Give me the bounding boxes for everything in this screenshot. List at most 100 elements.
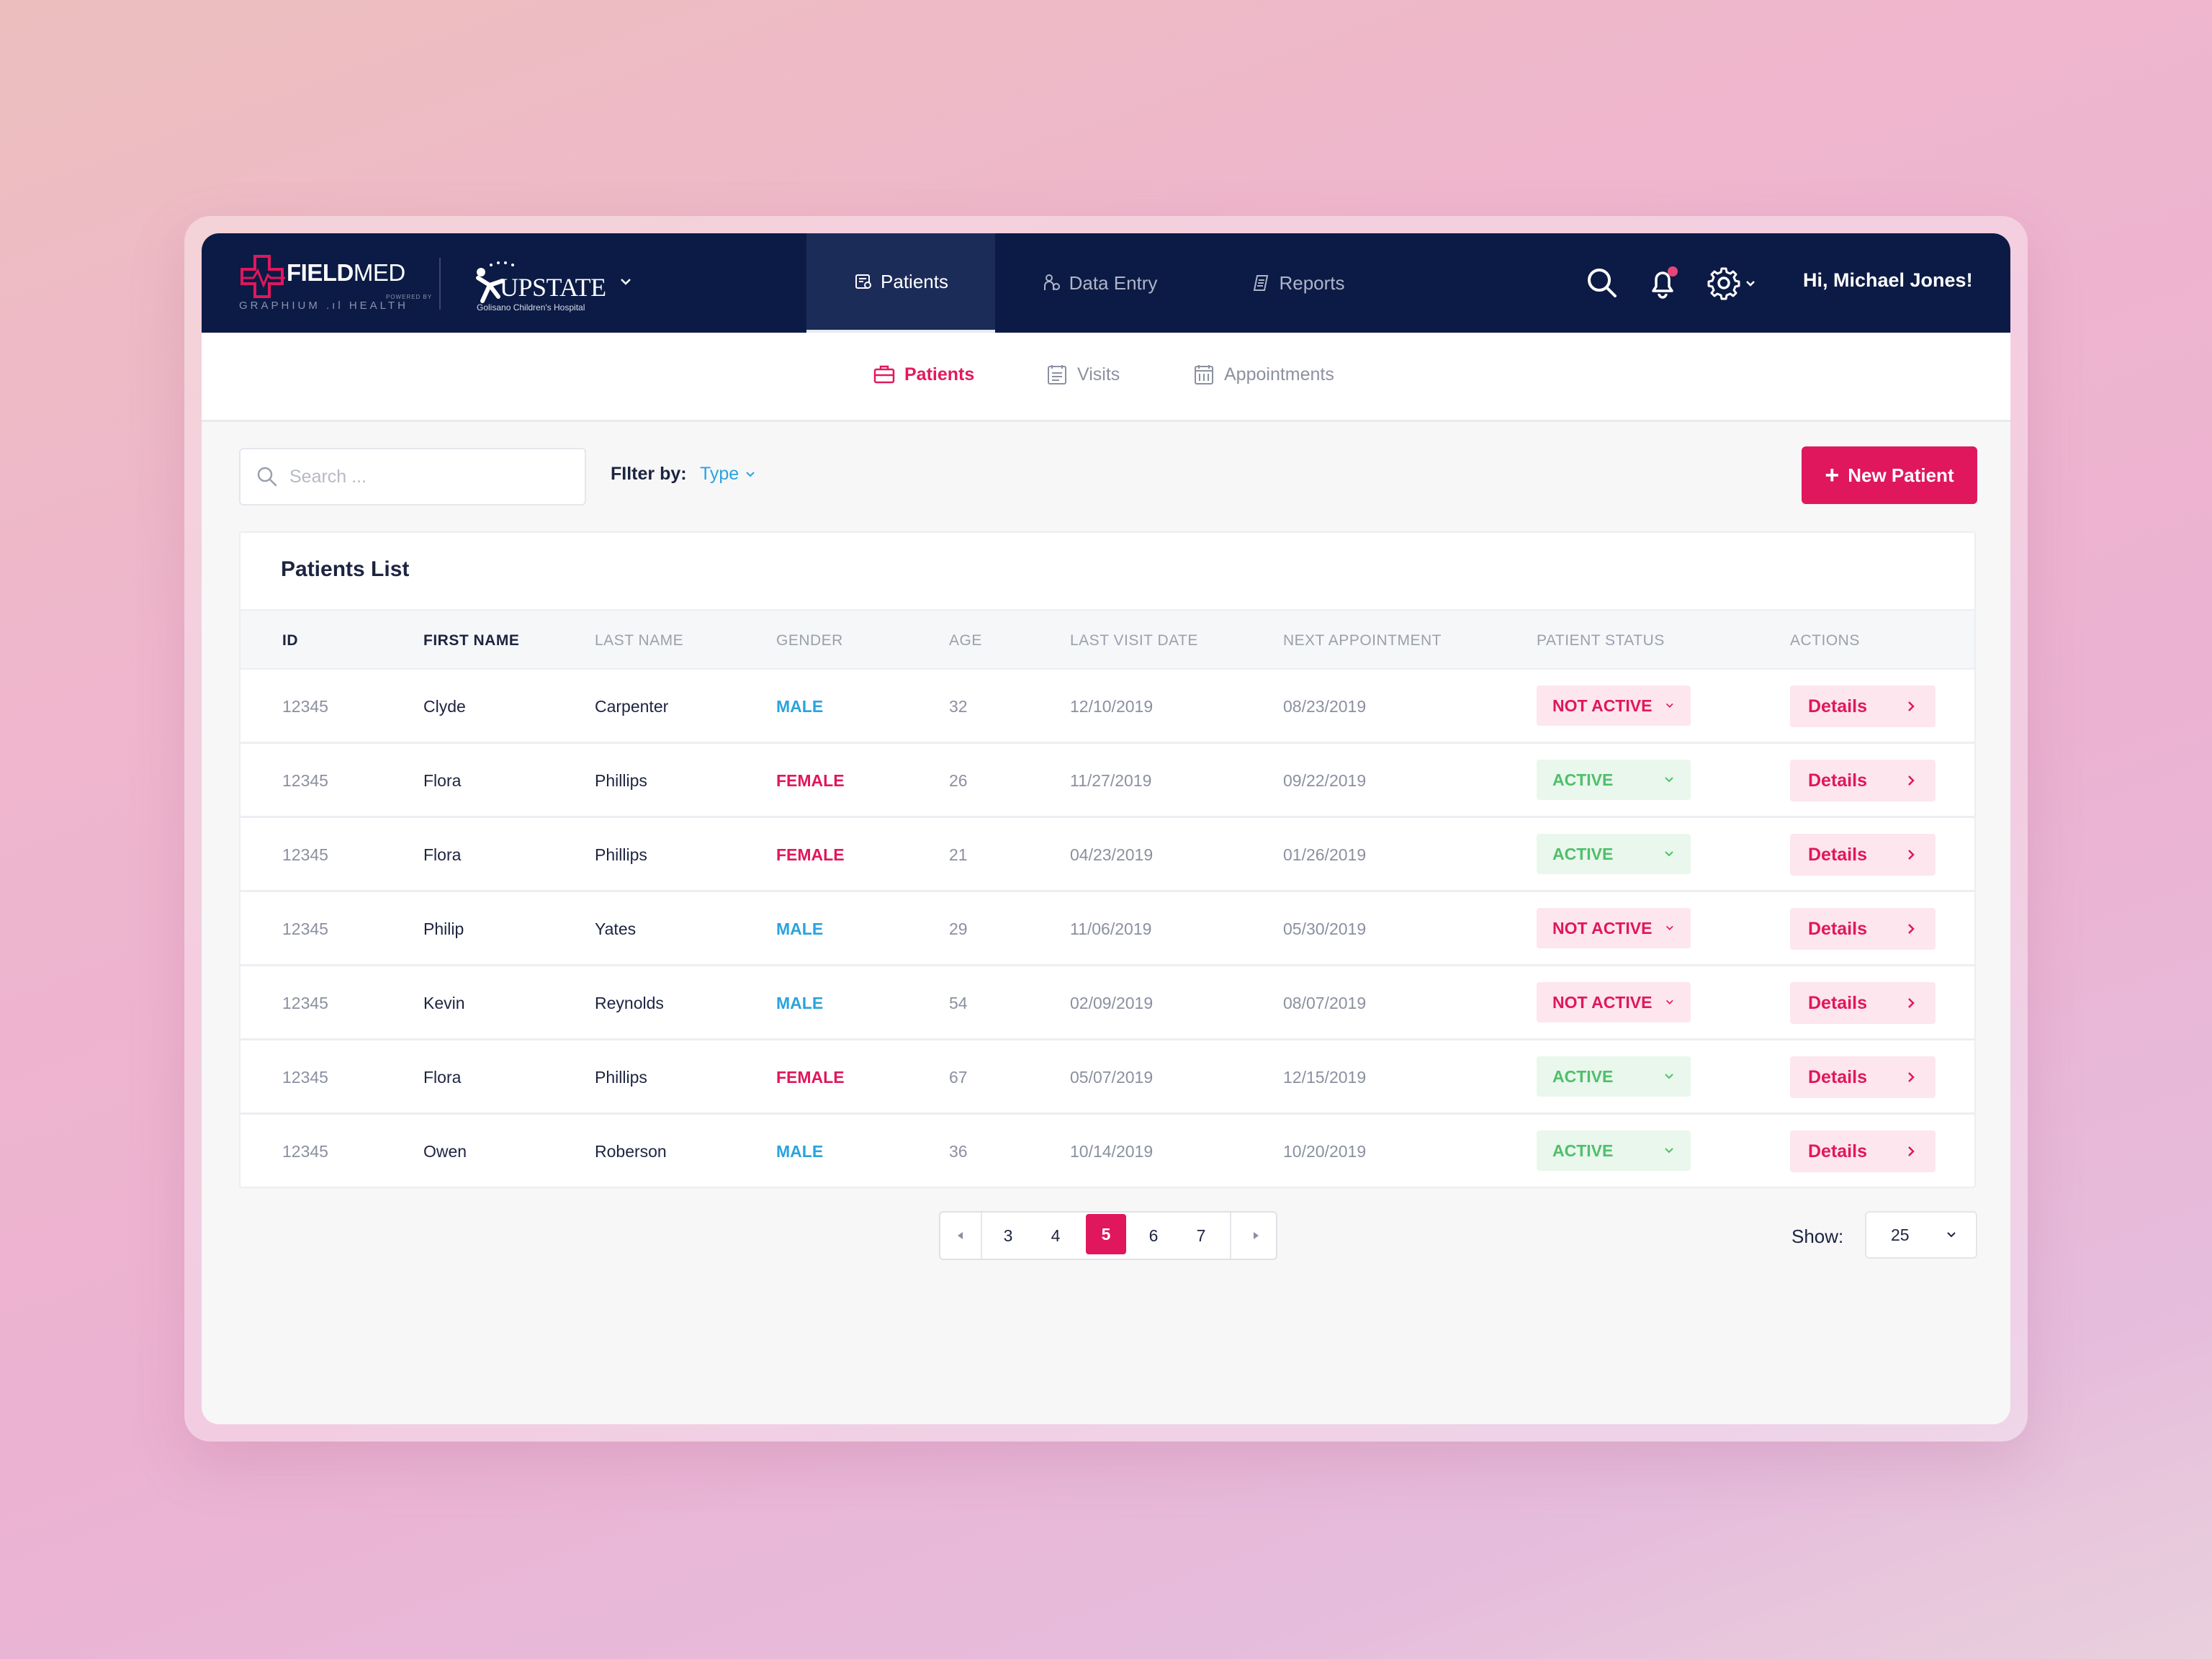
details-button[interactable]: Details (1790, 1130, 1936, 1172)
powered-by-text: POWERED BY (386, 294, 433, 300)
details-button[interactable]: Details (1790, 760, 1936, 801)
cell-age: 36 (949, 1142, 968, 1161)
tab-data-entry[interactable]: Data Entry (995, 233, 1204, 333)
chevron-right-icon (1908, 850, 1915, 860)
cell-last-name: Carpenter (595, 697, 669, 716)
cell-id: 12345 (282, 1068, 328, 1087)
fieldmed-subtitle: GRAPHIUM .ıl HEALTH (239, 300, 408, 312)
search-field[interactable] (239, 448, 586, 505)
medical-cross-icon (240, 255, 285, 298)
chevron-down-icon (1665, 1074, 1673, 1079)
tab-patients-label: Patients (881, 270, 948, 292)
cell-last-visit: 02/09/2019 (1070, 994, 1154, 1012)
column-header-gender[interactable]: GENDER (776, 632, 843, 649)
column-header-last-name[interactable]: LAST NAME (595, 632, 684, 649)
page-button[interactable]: 3 (1003, 1226, 1013, 1245)
cell-next-appointment: 09/22/2019 (1283, 771, 1367, 790)
upstate-logo[interactable]: UPSTATE Golisano Children's Hospital (474, 255, 618, 317)
chevron-down-icon[interactable] (618, 274, 634, 289)
details-label: Details (1808, 770, 1867, 791)
cell-first-name: Flora (423, 1068, 462, 1087)
cell-gender: FEMALE (776, 771, 845, 790)
cell-last-visit: 11/06/2019 (1070, 920, 1152, 938)
chevron-right-icon (1908, 924, 1915, 934)
column-header-actions: ACTIONS (1790, 632, 1860, 649)
search-input[interactable] (289, 466, 563, 487)
details-button[interactable]: Details (1790, 834, 1936, 876)
status-dropdown[interactable]: ACTIVE (1537, 834, 1691, 874)
cell-id: 12345 (282, 697, 328, 716)
status-dropdown[interactable]: NOT ACTIVE (1537, 908, 1691, 948)
cell-last-visit: 05/07/2019 (1070, 1068, 1154, 1087)
patients-table-card: Patients List ID FIRST NAME LAST NAME GE… (239, 531, 1976, 1188)
subtab-visits[interactable]: Visits (1046, 363, 1120, 386)
cell-first-name: Flora (423, 771, 462, 790)
pager-divider (1230, 1213, 1231, 1259)
page-button[interactable]: 6 (1148, 1226, 1159, 1245)
details-button[interactable]: Details (1790, 908, 1936, 950)
status-dropdown[interactable]: NOT ACTIVE (1537, 982, 1691, 1022)
chevron-down-icon (1666, 703, 1674, 708)
chevron-down-icon (1665, 777, 1673, 783)
page-button[interactable]: 7 (1196, 1226, 1206, 1245)
fieldmed-logo[interactable]: FIELDMED GRAPHIUM .ıl HEALTH POWERED BY (238, 248, 454, 320)
status-label: NOT ACTIVE (1552, 696, 1653, 715)
column-header-patient-status[interactable]: PATIENT STATUS (1537, 632, 1665, 649)
status-dropdown[interactable]: ACTIVE (1537, 1130, 1691, 1171)
cell-id: 12345 (282, 994, 328, 1012)
column-header-id[interactable]: ID (282, 632, 298, 649)
cell-next-appointment: 10/20/2019 (1283, 1142, 1367, 1161)
page-button-current[interactable]: 5 (1086, 1214, 1126, 1254)
cell-gender: FEMALE (776, 845, 845, 864)
cell-next-appointment: 05/30/2019 (1283, 920, 1367, 938)
chevron-down-icon (1665, 851, 1673, 857)
user-greeting[interactable]: Hi, Michael Jones! (1803, 269, 1973, 291)
chevron-right-icon (1908, 701, 1915, 711)
cell-gender: MALE (776, 920, 824, 938)
prev-page-button[interactable] (940, 1213, 981, 1259)
briefcase-icon (873, 365, 895, 384)
subtab-appointments[interactable]: Appointments (1192, 363, 1334, 386)
page-button[interactable]: 4 (1051, 1226, 1061, 1245)
column-header-last-visit[interactable]: LAST VISIT DATE (1070, 632, 1198, 649)
details-label: Details (1808, 696, 1867, 716)
cell-id: 12345 (282, 920, 328, 938)
page-size-label: Show: (1791, 1226, 1844, 1247)
new-patient-label: New Patient (1848, 464, 1954, 486)
cell-last-name: Phillips (595, 771, 647, 790)
cell-gender: MALE (776, 697, 824, 716)
column-header-first-name[interactable]: FIRST NAME (423, 632, 520, 649)
upstate-figure-icon (476, 261, 514, 303)
details-button[interactable]: Details (1790, 685, 1936, 727)
cell-last-name: Phillips (595, 1068, 647, 1087)
bell-icon[interactable] (1645, 265, 1681, 301)
details-button[interactable]: Details (1790, 1056, 1936, 1098)
subtab-visits-label: Visits (1077, 364, 1120, 385)
top-navbar: FIELDMED GRAPHIUM .ıl HEALTH POWERED BY … (202, 233, 2010, 333)
status-dropdown[interactable]: NOT ACTIVE (1537, 685, 1691, 726)
page-size-select[interactable]: 25 (1865, 1211, 1977, 1259)
details-label: Details (1808, 992, 1867, 1013)
cell-age: 67 (949, 1068, 968, 1087)
column-header-next-appointment[interactable]: NEXT APPOINTMENT (1283, 632, 1442, 649)
upstate-wordmark: UPSTATE (500, 273, 606, 302)
subtab-patients-label: Patients (904, 364, 975, 385)
table-row: 12345 Flora Phillips FEMALE 67 05/07/201… (240, 1040, 1974, 1115)
subtab-patients[interactable]: Patients (873, 363, 974, 386)
details-button[interactable]: Details (1790, 982, 1936, 1024)
status-dropdown[interactable]: ACTIVE (1537, 760, 1691, 800)
filter-type-dropdown[interactable]: Type (700, 464, 756, 485)
status-dropdown[interactable]: ACTIVE (1537, 1056, 1691, 1097)
gear-icon[interactable] (1707, 265, 1764, 301)
new-patient-button[interactable]: + New Patient (1802, 446, 1977, 504)
tab-reports[interactable]: Reports (1204, 233, 1393, 333)
column-header-age[interactable]: AGE (949, 632, 982, 649)
tab-patients[interactable]: Patients (806, 233, 995, 333)
cell-last-name: Yates (595, 920, 637, 938)
chevron-right-icon (1908, 1072, 1915, 1082)
tab-data-entry-label: Data Entry (1069, 271, 1158, 294)
cell-id: 12345 (282, 845, 328, 864)
search-icon[interactable] (1584, 265, 1620, 301)
plus-icon: + (1825, 462, 1840, 489)
next-page-button[interactable] (1236, 1213, 1276, 1259)
